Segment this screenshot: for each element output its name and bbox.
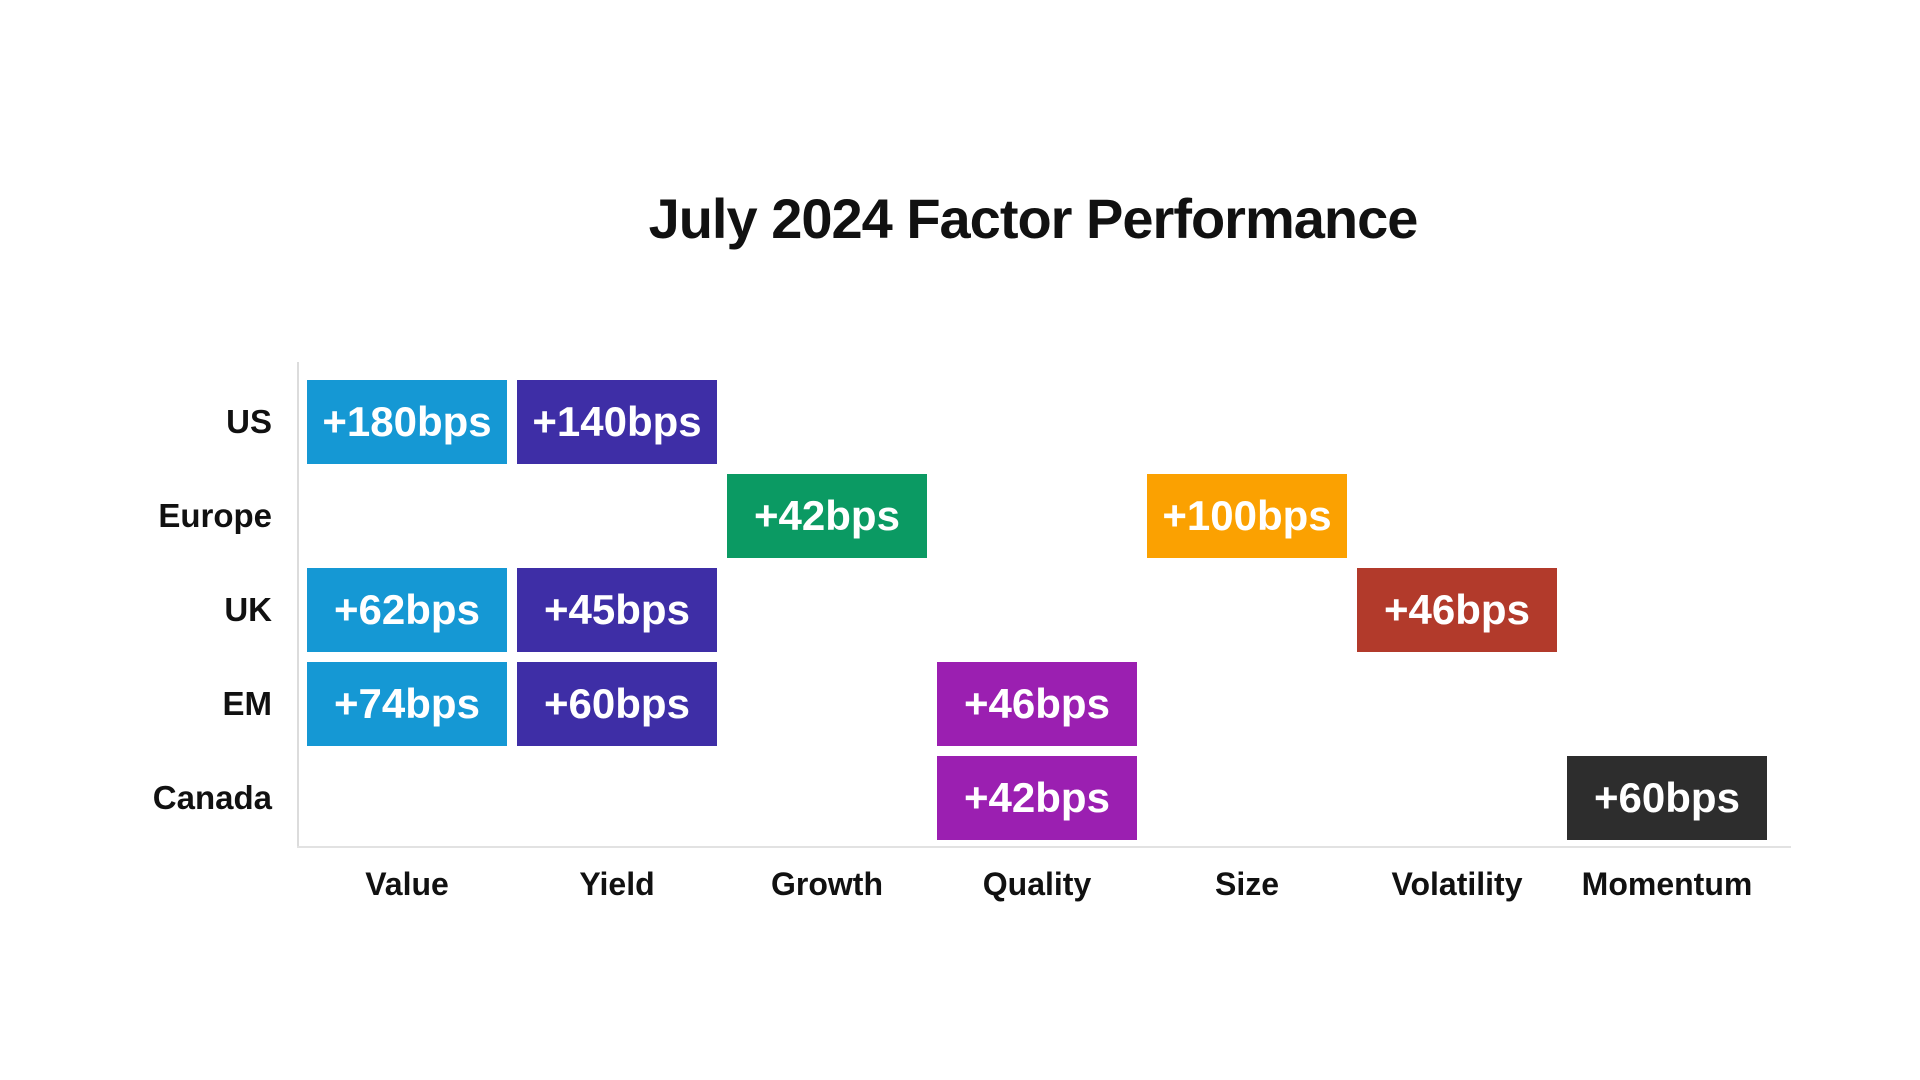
cell-europe-growth: +42bps: [727, 474, 927, 558]
row-label-uk: UK: [224, 591, 272, 628]
cell-us-value: +180bps: [307, 380, 507, 464]
cell-europe-size: +100bps: [1147, 474, 1347, 558]
cell-us-yield: +140bps: [517, 380, 717, 464]
x-axis-line: [297, 846, 1791, 848]
chart-title: July 2024 Factor Performance: [648, 187, 1419, 250]
column-label-value: Value: [365, 866, 449, 902]
cell-canada-quality: +42bps: [937, 756, 1137, 840]
column-label-volatility: Volatility: [1391, 866, 1523, 902]
cell-em-yield: +60bps: [517, 662, 717, 746]
column-label-momentum: Momentum: [1581, 866, 1753, 902]
row-label-canada: Canada: [152, 779, 272, 816]
row-label-europe: Europe: [158, 497, 272, 534]
column-label-growth: Growth: [771, 866, 883, 902]
cell-em-quality: +46bps: [937, 662, 1137, 746]
cell-uk-volatility: +46bps: [1357, 568, 1557, 652]
column-label-size: Size: [1214, 866, 1280, 902]
cell-em-value: +74bps: [307, 662, 507, 746]
row-label-em: EM: [222, 685, 273, 722]
cell-canada-momentum: +60bps: [1567, 756, 1767, 840]
row-label-us: US: [226, 403, 272, 440]
cell-uk-yield: +45bps: [517, 568, 717, 652]
column-label-quality: Quality: [982, 866, 1092, 902]
cell-uk-value: +62bps: [307, 568, 507, 652]
y-axis-line: [297, 362, 299, 848]
column-label-yield: Yield: [579, 866, 655, 902]
